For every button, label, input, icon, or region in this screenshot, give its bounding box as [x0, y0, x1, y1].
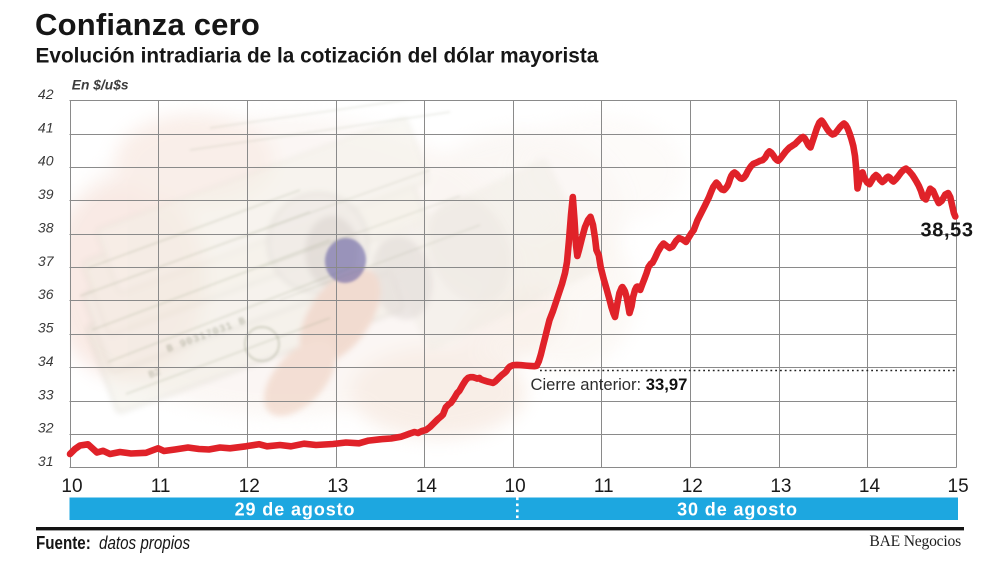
svg-text:Fuente: datos propios: Fuente: datos propios	[36, 533, 191, 554]
svg-text:12: 12	[239, 476, 260, 497]
svg-text:40: 40	[38, 153, 54, 169]
svg-text:11: 11	[151, 476, 171, 497]
svg-text:14: 14	[416, 476, 438, 497]
svg-text:12: 12	[682, 476, 703, 497]
svg-text:33: 33	[38, 386, 54, 402]
svg-text:35: 35	[38, 320, 54, 336]
svg-text:10: 10	[505, 476, 526, 497]
svg-text:34: 34	[38, 353, 54, 369]
svg-text:42: 42	[38, 86, 54, 102]
svg-text:38: 38	[38, 220, 54, 236]
svg-text:30 de agosto: 30 de agosto	[677, 499, 798, 519]
svg-text:41: 41	[38, 119, 54, 135]
svg-text:39: 39	[38, 186, 54, 202]
svg-text:32: 32	[38, 420, 54, 436]
svg-text:36: 36	[38, 286, 54, 302]
svg-text:13: 13	[327, 476, 348, 497]
svg-text:29 de agosto: 29 de agosto	[235, 499, 356, 519]
svg-text:15: 15	[948, 476, 969, 497]
svg-text:10: 10	[61, 476, 82, 497]
svg-text:38,53: 38,53	[921, 220, 974, 242]
svg-text:11: 11	[594, 476, 614, 497]
svg-text:En $/u$s: En $/u$s	[72, 77, 129, 92]
svg-text:BAE Negocios: BAE Negocios	[869, 533, 961, 550]
svg-text:13: 13	[770, 476, 791, 497]
svg-text:37: 37	[38, 253, 55, 269]
svg-text:Cierre anterior: 33,97: Cierre anterior: 33,97	[531, 375, 688, 394]
svg-text:Confianza cero: Confianza cero	[35, 7, 260, 42]
svg-text:14: 14	[859, 476, 881, 497]
svg-text:31: 31	[38, 453, 54, 469]
svg-text:Evolución intradiaria de la co: Evolución intradiaria de la cotización d…	[36, 44, 599, 67]
